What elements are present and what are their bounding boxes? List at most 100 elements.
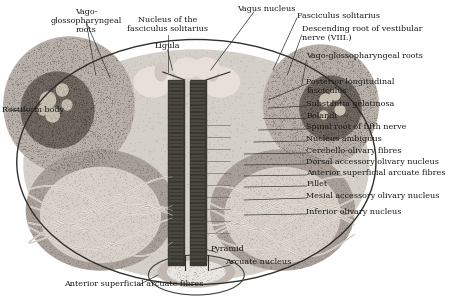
- Point: [313, 98, 321, 103]
- Point: [334, 80, 342, 85]
- Point: [146, 191, 153, 195]
- Point: [67, 253, 75, 258]
- Point: [280, 95, 287, 100]
- Point: [122, 125, 130, 130]
- Point: [279, 77, 287, 82]
- Point: [195, 274, 202, 278]
- Point: [199, 86, 207, 91]
- Point: [333, 87, 341, 92]
- Point: [276, 134, 283, 139]
- Point: [90, 66, 97, 70]
- Point: [55, 84, 63, 89]
- Point: [85, 150, 93, 155]
- Point: [349, 124, 356, 129]
- Point: [238, 181, 246, 186]
- Point: [208, 218, 215, 223]
- Point: [314, 185, 322, 190]
- Point: [138, 203, 146, 208]
- Point: [48, 101, 55, 106]
- Point: [297, 213, 304, 218]
- Point: [272, 237, 280, 242]
- Point: [270, 130, 277, 135]
- Point: [297, 196, 304, 201]
- Point: [313, 218, 320, 223]
- Point: [63, 101, 71, 106]
- Point: [46, 84, 54, 89]
- Point: [266, 210, 274, 215]
- Point: [280, 125, 287, 130]
- Point: [328, 132, 335, 137]
- Point: [64, 122, 72, 127]
- Point: [249, 212, 256, 217]
- Point: [265, 205, 273, 210]
- Point: [52, 120, 59, 125]
- Point: [318, 96, 325, 101]
- Point: [53, 128, 61, 133]
- Point: [119, 239, 127, 244]
- Point: [82, 99, 90, 104]
- Point: [64, 244, 71, 249]
- Point: [137, 184, 145, 189]
- Point: [273, 72, 280, 77]
- Point: [88, 93, 96, 98]
- Point: [54, 66, 61, 71]
- Point: [125, 221, 133, 226]
- Point: [143, 184, 150, 189]
- Point: [170, 100, 177, 105]
- Point: [56, 75, 64, 80]
- Point: [168, 194, 176, 199]
- Point: [63, 179, 71, 184]
- Point: [332, 204, 339, 209]
- Point: [323, 221, 331, 225]
- Point: [299, 99, 307, 103]
- Point: [62, 209, 69, 214]
- Point: [150, 190, 157, 194]
- Point: [323, 85, 331, 89]
- Point: [90, 235, 97, 239]
- Point: [345, 54, 352, 59]
- Point: [58, 124, 66, 128]
- Point: [322, 112, 330, 117]
- Point: [324, 250, 332, 255]
- Point: [29, 85, 36, 90]
- Point: [46, 86, 54, 90]
- Point: [260, 246, 267, 250]
- Point: [223, 221, 230, 226]
- Point: [305, 134, 313, 139]
- Point: [103, 148, 110, 153]
- Point: [155, 235, 162, 240]
- Point: [119, 167, 127, 172]
- Point: [279, 239, 287, 244]
- Point: [8, 113, 16, 118]
- Point: [184, 182, 192, 187]
- Point: [66, 132, 74, 136]
- Point: [295, 189, 302, 193]
- Point: [157, 238, 165, 243]
- Point: [269, 127, 276, 132]
- Point: [110, 212, 118, 217]
- Point: [79, 266, 87, 270]
- Point: [46, 235, 54, 240]
- Point: [202, 143, 210, 148]
- Point: [279, 170, 286, 174]
- Point: [293, 87, 301, 92]
- Point: [223, 189, 230, 193]
- Point: [148, 240, 156, 245]
- Point: [288, 232, 295, 237]
- Point: [305, 221, 312, 226]
- Point: [150, 229, 158, 234]
- Point: [133, 248, 141, 253]
- Point: [87, 175, 95, 180]
- Point: [12, 93, 19, 97]
- Point: [300, 213, 308, 218]
- Point: [278, 62, 285, 67]
- Point: [273, 127, 281, 131]
- Point: [309, 131, 316, 136]
- Point: [248, 218, 256, 222]
- Point: [192, 60, 200, 65]
- Point: [292, 145, 300, 150]
- Point: [303, 90, 311, 95]
- Point: [103, 66, 110, 71]
- Point: [147, 178, 155, 182]
- Point: [177, 152, 184, 156]
